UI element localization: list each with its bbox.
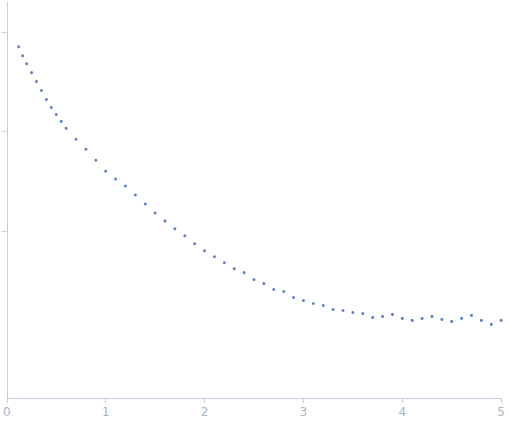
svg-text:2: 2 [201,405,209,419]
svg-text:3: 3 [300,405,308,419]
svg-text:5: 5 [497,405,505,419]
svg-text:0: 0 [3,405,11,419]
svg-text:4: 4 [398,405,406,419]
svg-text:1: 1 [102,405,110,419]
